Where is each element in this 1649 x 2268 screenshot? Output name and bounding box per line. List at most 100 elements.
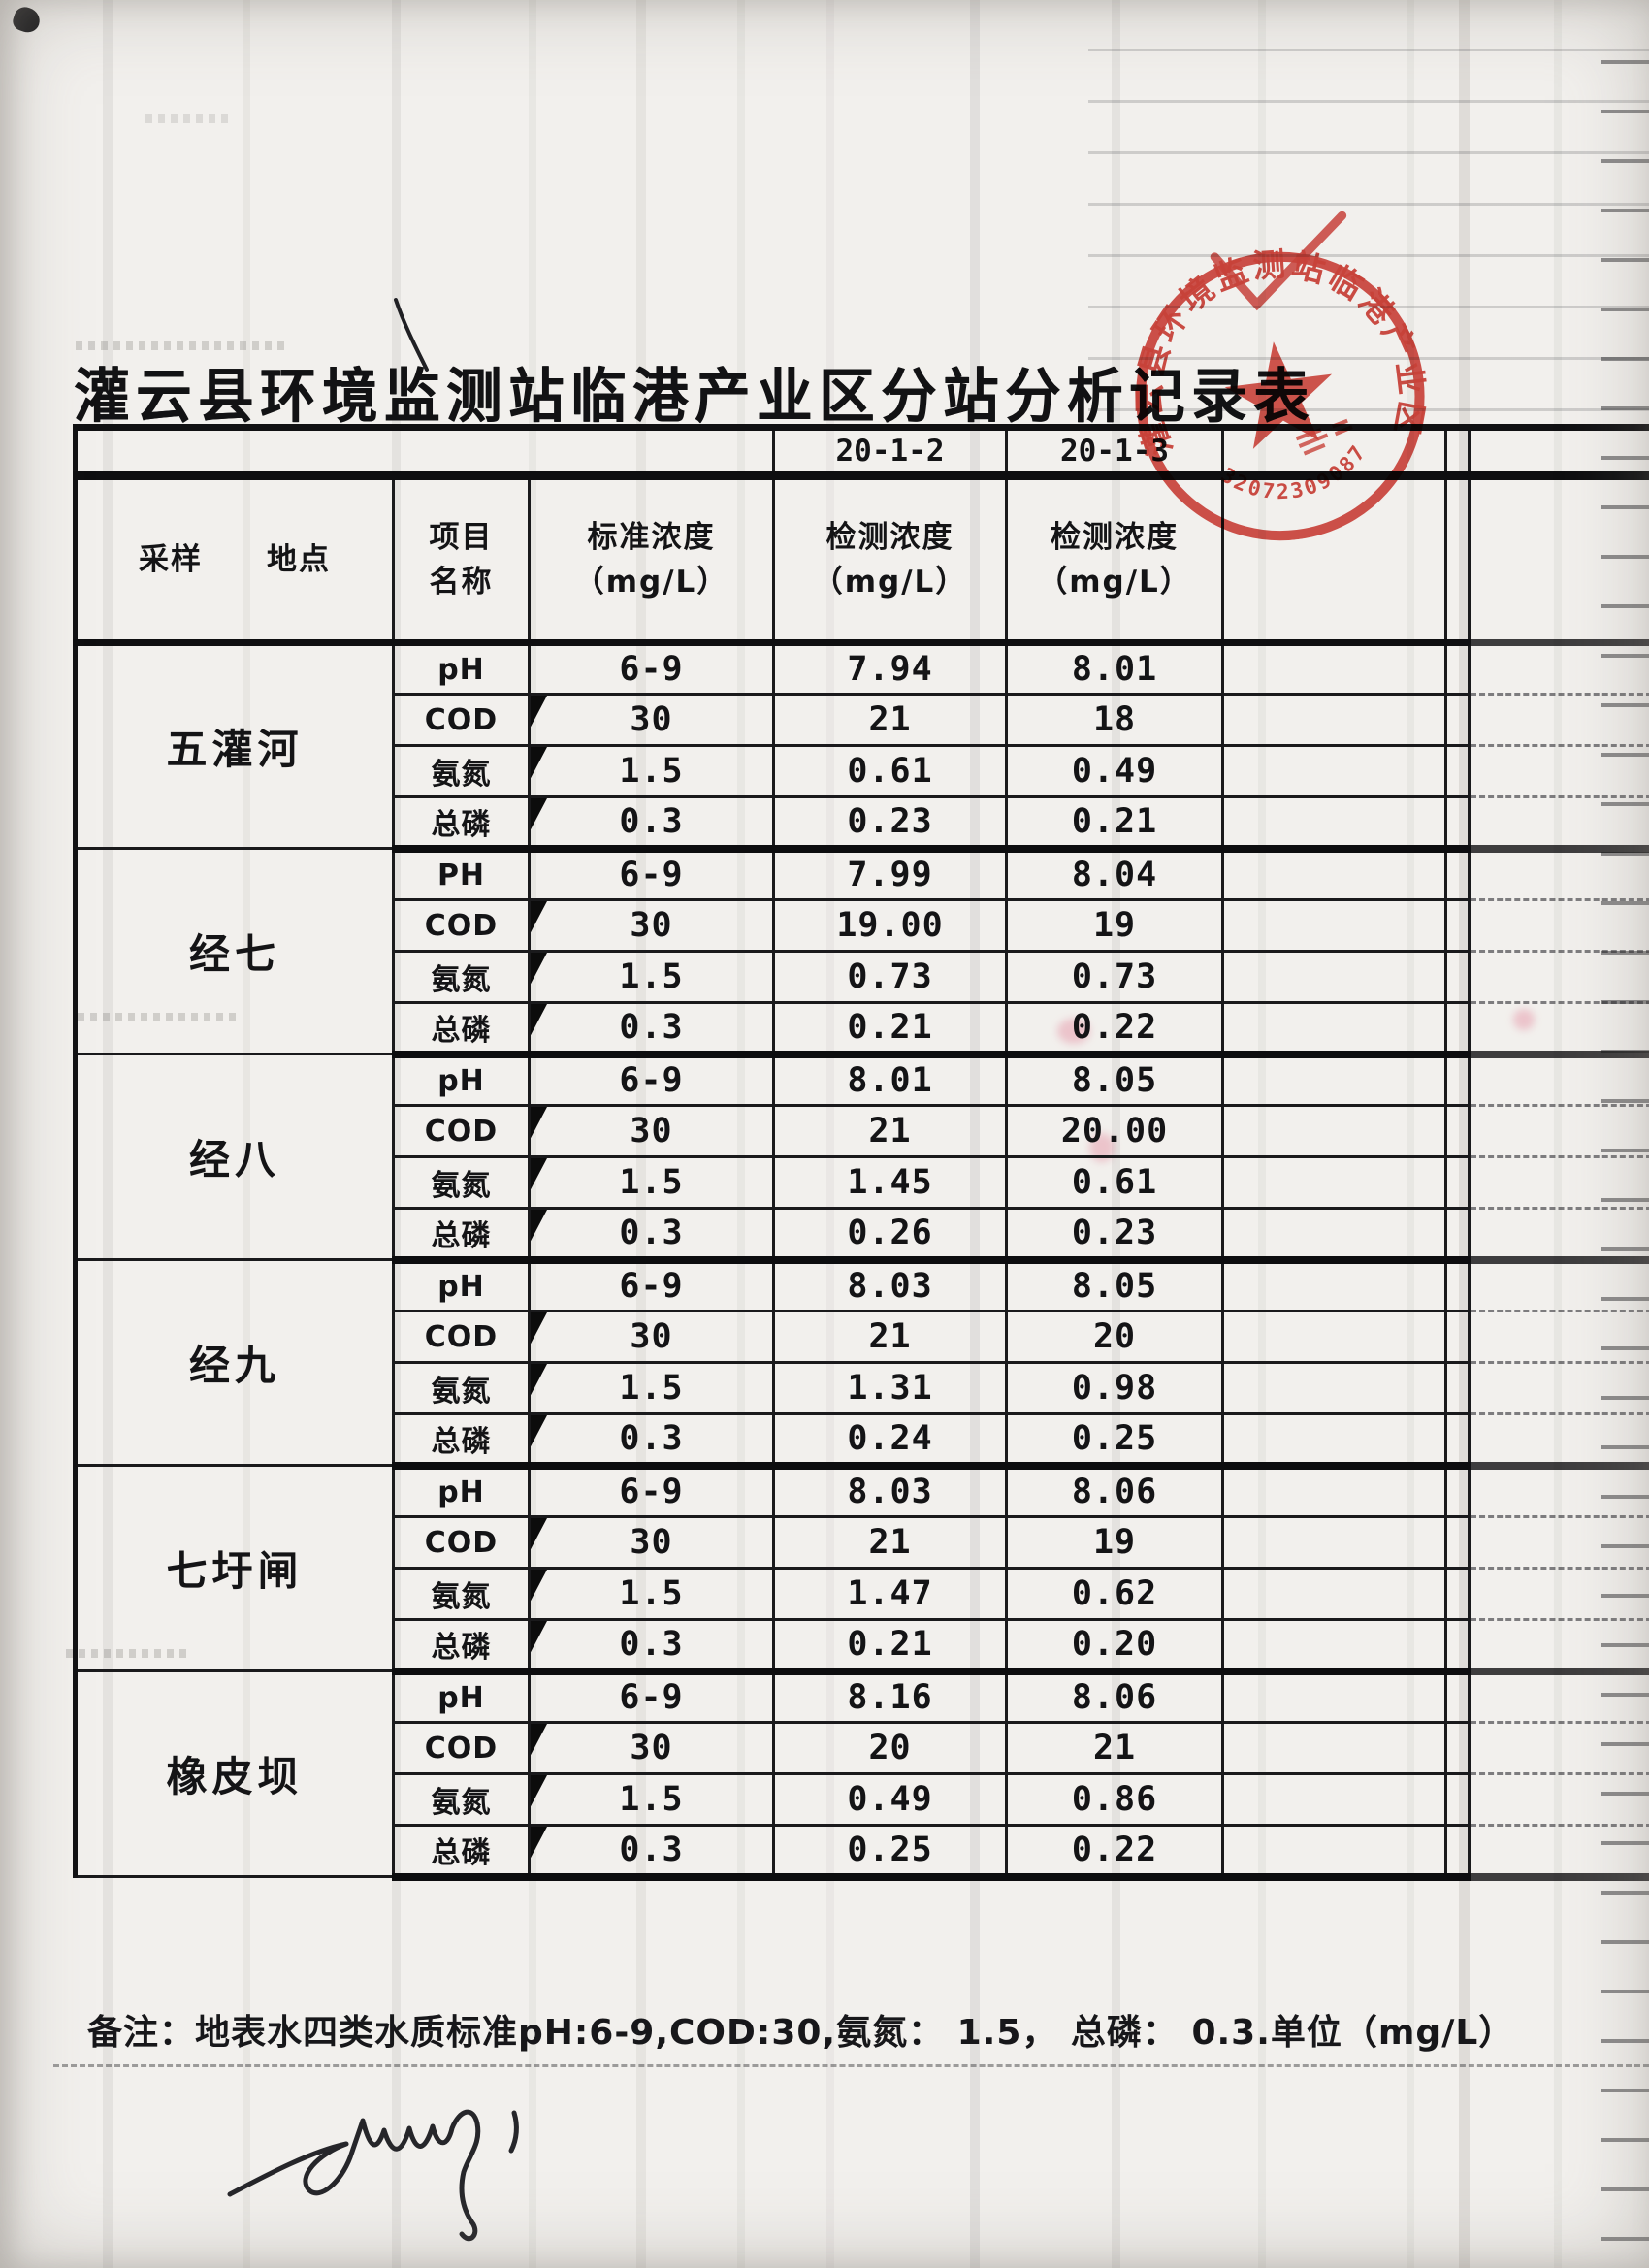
empty-cell bbox=[1221, 1053, 1448, 1107]
empty-cell bbox=[1221, 1721, 1448, 1775]
header-measured-1: 检测浓度 （mg/L） bbox=[772, 474, 1009, 646]
value-cell: 0.73 bbox=[1005, 950, 1225, 1004]
value-cell: 0.62 bbox=[1005, 1567, 1225, 1621]
param-cell: 氨氮 bbox=[392, 1567, 531, 1621]
value-cell: 0.61 bbox=[1005, 1155, 1225, 1210]
location-cell: 经八 bbox=[73, 1053, 395, 1261]
empty-cell bbox=[1221, 847, 1448, 901]
param-cell: 总磷 bbox=[392, 1001, 531, 1058]
empty-cell bbox=[1221, 1001, 1448, 1058]
param-cell: pH bbox=[392, 1053, 531, 1107]
empty-cell bbox=[1221, 1310, 1448, 1364]
value-cell: 8.06 bbox=[1005, 1669, 1225, 1724]
value-cell: 8.06 bbox=[1005, 1464, 1225, 1518]
table-row: 经八 pH 6-9 8.01 8.05 bbox=[73, 1053, 1649, 1261]
value-cell: 1.47 bbox=[772, 1567, 1009, 1621]
param-cell: 总磷 bbox=[392, 1412, 531, 1470]
standard-cell: 6-9 bbox=[527, 641, 776, 696]
value-cell: 7.99 bbox=[772, 847, 1009, 901]
value-cell: 19 bbox=[1005, 898, 1225, 953]
param-cell: 氨氮 bbox=[392, 1155, 531, 1210]
value-cell: 21 bbox=[1005, 1721, 1225, 1775]
value-cell: 0.22 bbox=[1005, 1001, 1225, 1058]
value-cell: 0.21 bbox=[772, 1001, 1009, 1058]
value-cell: 0.49 bbox=[1005, 744, 1225, 798]
standard-cell: 1.5 bbox=[527, 1361, 776, 1415]
param-cell: 总磷 bbox=[392, 1207, 531, 1264]
empty-cell bbox=[1221, 1412, 1448, 1470]
standard-cell: 30 bbox=[527, 1104, 776, 1158]
table-row: 总磷 0.3 0.24 0.25 bbox=[76, 1412, 1649, 1470]
param-cell: 氨氮 bbox=[392, 1772, 531, 1827]
value-cell: 8.01 bbox=[1005, 641, 1225, 696]
table-row: 五灌河 pH 6-9 7.94 8.01 bbox=[73, 641, 1649, 850]
location-cell: 七圩闸 bbox=[73, 1464, 395, 1672]
value-cell: 8.16 bbox=[772, 1669, 1009, 1724]
standard-cell: 1.5 bbox=[527, 1567, 776, 1621]
footnote: 备注：地表水四类水质标准pH:6-9,COD:30,氨氮： 1.5， 总磷： 0… bbox=[87, 2013, 1515, 2053]
param-cell: PH bbox=[392, 847, 531, 901]
signature-handwriting bbox=[227, 2109, 519, 2242]
analysis-record-table: 20-1-2 20-1-3 采样 地点 项目 名称 标准浓度 （mg/L） 检测… bbox=[72, 424, 1649, 1881]
empty-cell bbox=[1221, 1258, 1448, 1312]
table-row: 经九 pH 6-9 8.03 8.05 bbox=[73, 1258, 1649, 1467]
value-cell: 1.31 bbox=[772, 1361, 1009, 1415]
param-cell: COD bbox=[392, 1310, 531, 1364]
value-cell: 0.23 bbox=[772, 795, 1009, 853]
footnote-underline bbox=[53, 2064, 1649, 2067]
value-cell: 0.22 bbox=[1005, 1824, 1225, 1881]
empty-cell bbox=[1221, 1772, 1448, 1827]
empty-cell bbox=[1221, 1515, 1448, 1570]
value-cell: 0.25 bbox=[772, 1824, 1009, 1881]
empty-cell bbox=[1221, 474, 1448, 646]
empty-cell bbox=[1221, 1207, 1448, 1264]
table-row: 经七 PH 6-9 7.99 8.04 bbox=[73, 847, 1649, 1055]
param-cell: 总磷 bbox=[392, 1824, 531, 1881]
standard-cell: 6-9 bbox=[527, 1053, 776, 1107]
location-cell: 五灌河 bbox=[73, 641, 395, 850]
empty-cell bbox=[1221, 1361, 1448, 1415]
value-cell: 20.00 bbox=[1005, 1104, 1225, 1158]
header-location: 采样 地点 bbox=[73, 474, 395, 646]
value-cell: 0.73 bbox=[772, 950, 1009, 1004]
empty-cell bbox=[1221, 1618, 1448, 1675]
table-row: COD 30 21 19 bbox=[76, 1515, 1649, 1570]
table-row: 氨氮 1.5 1.45 0.61 bbox=[76, 1155, 1649, 1210]
column-gutter bbox=[1445, 424, 1470, 480]
standard-cell: 0.3 bbox=[527, 1824, 776, 1881]
value-cell: 0.26 bbox=[772, 1207, 1009, 1264]
empty-cell bbox=[1221, 1155, 1448, 1210]
seal-small-inscription bbox=[1295, 418, 1353, 456]
param-cell: 氨氮 bbox=[392, 950, 531, 1004]
value-cell: 21 bbox=[772, 1310, 1009, 1364]
table-row: COD 30 19.00 19 bbox=[76, 898, 1649, 953]
standard-cell: 0.3 bbox=[527, 1207, 776, 1264]
value-cell: 7.94 bbox=[772, 641, 1009, 696]
scan-artifact bbox=[76, 341, 284, 350]
param-cell: COD bbox=[392, 1721, 531, 1775]
value-cell: 0.24 bbox=[772, 1412, 1009, 1470]
location-cell: 经七 bbox=[73, 847, 395, 1055]
table-row: COD 30 20 21 bbox=[76, 1721, 1649, 1775]
standard-cell: 6-9 bbox=[527, 1669, 776, 1724]
param-cell: COD bbox=[392, 693, 531, 747]
param-cell: pH bbox=[392, 641, 531, 696]
value-cell: 1.45 bbox=[772, 1155, 1009, 1210]
column-gutter bbox=[1445, 474, 1470, 646]
param-cell: pH bbox=[392, 1669, 531, 1724]
empty-cell bbox=[1221, 1567, 1448, 1621]
table-row: 总磷 0.3 0.25 0.22 bbox=[76, 1824, 1649, 1881]
table-row: 七圩闸 pH 6-9 8.03 8.06 bbox=[73, 1464, 1649, 1672]
table-row: 氨氮 1.5 1.47 0.62 bbox=[76, 1567, 1649, 1621]
param-cell: COD bbox=[392, 898, 531, 953]
value-cell: 8.05 bbox=[1005, 1258, 1225, 1312]
value-cell: 0.25 bbox=[1005, 1412, 1225, 1470]
value-cell: 8.04 bbox=[1005, 847, 1225, 901]
value-cell: 8.03 bbox=[772, 1464, 1009, 1518]
standard-cell: 30 bbox=[527, 1515, 776, 1570]
value-cell: 18 bbox=[1005, 693, 1225, 747]
value-cell: 8.05 bbox=[1005, 1053, 1225, 1107]
standard-cell: 6-9 bbox=[527, 847, 776, 901]
param-cell: COD bbox=[392, 1515, 531, 1570]
